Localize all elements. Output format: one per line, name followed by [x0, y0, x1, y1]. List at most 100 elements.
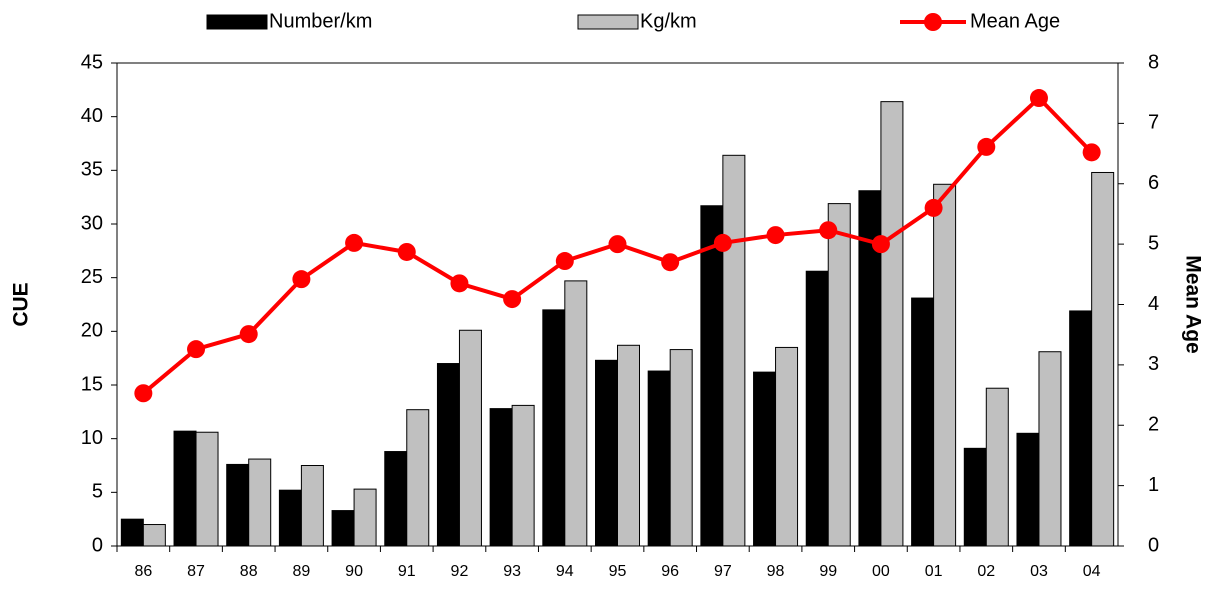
x-tick-label: 02 — [977, 563, 995, 580]
bar — [248, 458, 272, 547]
x-tick-label: 01 — [925, 563, 943, 580]
line-marker — [819, 221, 838, 240]
line-marker — [345, 233, 364, 252]
line-marker — [134, 384, 153, 403]
bar — [436, 363, 460, 547]
legend-swatch — [924, 13, 942, 31]
legend-label: Mean Age — [970, 10, 1060, 32]
line-marker — [555, 252, 574, 271]
line-marker — [450, 274, 469, 293]
line-marker — [292, 270, 311, 289]
y2-tick-label: 4 — [1148, 293, 1159, 315]
y-tick-label: 45 — [81, 51, 103, 73]
y2-tick-label: 6 — [1148, 172, 1159, 194]
bar — [226, 463, 250, 547]
x-tick-label: 87 — [187, 563, 205, 580]
bar — [722, 154, 746, 547]
bar — [278, 489, 302, 547]
bar — [911, 297, 935, 547]
x-tick-label: 96 — [661, 563, 679, 580]
line-marker — [661, 253, 680, 272]
legend-label: Kg/km — [640, 10, 697, 32]
bar — [120, 518, 144, 547]
x-tick-label: 95 — [609, 563, 627, 580]
line-marker — [924, 198, 943, 217]
y-tick-label: 10 — [81, 427, 103, 449]
bar — [775, 346, 799, 547]
line-marker — [608, 235, 627, 254]
line-marker — [239, 325, 258, 344]
x-tick-label: 97 — [714, 563, 732, 580]
y2-tick-label: 5 — [1148, 232, 1159, 254]
bar — [300, 465, 324, 547]
y-tick-label: 30 — [81, 212, 103, 234]
bar — [489, 408, 513, 547]
bar — [173, 430, 197, 547]
bar — [595, 359, 618, 547]
line-marker — [397, 242, 416, 261]
bar — [142, 524, 166, 547]
bar — [1016, 432, 1040, 547]
legend-swatch — [577, 14, 639, 30]
bar — [880, 101, 904, 547]
bar — [564, 280, 588, 547]
bar — [753, 371, 777, 547]
bar — [511, 404, 535, 547]
x-tick-label: 99 — [819, 563, 837, 580]
x-tick-label: 94 — [556, 563, 574, 580]
y2-axis-title: Mean Age — [1181, 255, 1204, 353]
x-tick-label: 90 — [345, 563, 363, 580]
x-tick-label: 04 — [1083, 563, 1101, 580]
bar — [542, 309, 566, 547]
bar — [1091, 171, 1115, 547]
y2-tick-label: 8 — [1148, 51, 1159, 73]
legend-swatch — [206, 14, 268, 30]
bar — [933, 183, 957, 547]
bar — [1038, 351, 1062, 547]
y-tick-label: 25 — [81, 266, 103, 288]
y-tick-label: 5 — [92, 481, 103, 503]
bar — [458, 329, 482, 547]
line-marker — [713, 233, 732, 252]
y-axis-title: CUE — [10, 282, 33, 326]
bar — [1069, 310, 1093, 547]
line-marker — [766, 226, 785, 245]
bar — [805, 270, 829, 547]
x-tick-label: 88 — [240, 563, 258, 580]
y-tick-label: 0 — [92, 534, 103, 556]
plot-frame — [116, 62, 1119, 547]
y-tick-label: 35 — [81, 159, 103, 181]
line-marker — [187, 340, 206, 359]
line-marker — [1082, 143, 1101, 162]
line-marker — [503, 290, 522, 309]
bar — [963, 447, 987, 547]
bar — [353, 488, 377, 547]
bar — [827, 203, 851, 547]
y2-tick-label: 7 — [1148, 112, 1159, 134]
bar — [331, 510, 355, 547]
y2-tick-label: 2 — [1148, 414, 1159, 436]
x-tick-label: 03 — [1030, 563, 1048, 580]
x-tick-label: 92 — [451, 563, 469, 580]
x-tick-label: 93 — [503, 563, 521, 580]
y2-tick-label: 1 — [1148, 474, 1159, 496]
y-tick-label: 40 — [81, 105, 103, 127]
bar — [985, 387, 1009, 547]
x-tick-label: 00 — [872, 563, 890, 580]
line-marker — [977, 137, 996, 156]
y-tick-label: 15 — [81, 373, 103, 395]
bar — [669, 349, 693, 547]
x-tick-label: 91 — [398, 563, 416, 580]
bar — [647, 370, 671, 547]
bar — [384, 451, 408, 547]
bar — [617, 344, 640, 547]
line-marker — [871, 235, 890, 254]
bar — [700, 205, 724, 547]
y-tick-label: 20 — [81, 320, 103, 342]
y2-tick-label: 0 — [1148, 534, 1159, 556]
line-marker — [1029, 89, 1048, 108]
legend-label: Number/km — [269, 10, 372, 32]
bar — [406, 409, 430, 547]
x-tick-label: 98 — [767, 563, 785, 580]
